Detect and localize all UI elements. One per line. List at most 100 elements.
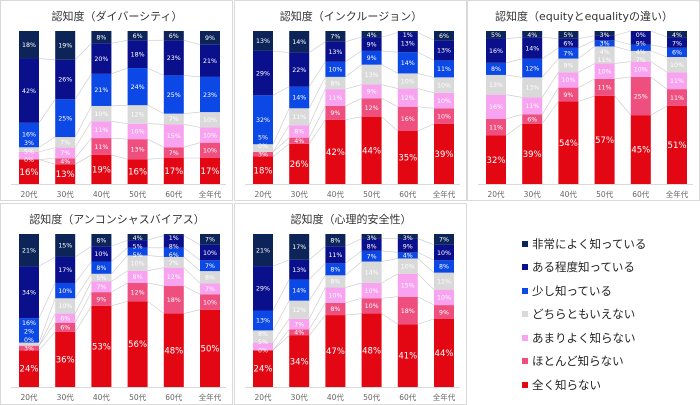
x-tick-label: 全年代 <box>433 392 456 402</box>
connector-line <box>345 313 362 316</box>
data-label: 5% <box>258 339 268 346</box>
data-label: 10% <box>670 62 684 69</box>
data-label: 10% <box>561 77 575 84</box>
bar-segment <box>630 31 651 45</box>
data-label: 6% <box>527 116 537 123</box>
connector-line <box>74 305 92 333</box>
bar-segment <box>19 122 39 148</box>
bar-segment <box>594 46 615 64</box>
data-label: 34% <box>22 289 36 296</box>
bar-segment <box>594 40 615 47</box>
connector-line <box>147 138 164 148</box>
connector-line <box>650 76 668 90</box>
bar-segment <box>594 31 615 36</box>
x-tick-label: 全年代 <box>199 392 222 402</box>
bar-segment <box>522 37 543 59</box>
data-label: 19% <box>58 43 72 50</box>
data-label: 44% <box>435 349 454 359</box>
data-label: 16% <box>401 116 415 123</box>
bar-segment <box>200 31 220 45</box>
bar-segment <box>55 298 76 314</box>
data-label: 45% <box>631 146 650 156</box>
data-label: 6% <box>169 33 179 40</box>
data-label: 17% <box>164 167 183 177</box>
data-label: 7% <box>294 321 304 328</box>
x-tick-label: 40代 <box>560 189 578 199</box>
data-label: 19% <box>92 166 111 176</box>
bar-segment <box>361 313 382 387</box>
data-label: 7% <box>60 150 70 157</box>
data-label: 11% <box>328 252 342 259</box>
data-label: 16% <box>22 320 36 327</box>
bar-segment <box>397 88 418 107</box>
chart-title: 認知度（インクルージョン） <box>280 9 422 23</box>
bar-segment <box>325 315 346 387</box>
data-label: 10% <box>131 260 145 267</box>
data-label: 8% <box>491 66 501 73</box>
bar-segment <box>200 112 220 128</box>
bar-segment <box>361 98 382 117</box>
data-label: 13% <box>525 85 539 92</box>
bar-segment <box>163 286 184 314</box>
x-tick-label: 20代 <box>254 189 272 199</box>
data-label: 5% <box>133 243 143 250</box>
bar-segment <box>667 105 687 184</box>
connector-line <box>614 39 631 46</box>
connector-line <box>272 329 290 351</box>
connector-line <box>272 86 290 96</box>
data-label: 8% <box>294 129 304 136</box>
data-label: 8% <box>96 34 106 41</box>
connector-line <box>308 61 326 87</box>
connector-line <box>74 137 92 159</box>
bar-segment <box>289 137 310 144</box>
x-tick-label: 50代 <box>129 189 147 199</box>
connector-line <box>74 43 92 60</box>
bar-segment <box>361 31 382 38</box>
data-label: 6% <box>60 315 70 322</box>
data-label: 14% <box>292 95 306 102</box>
bar-segment <box>163 247 184 257</box>
bar-segment <box>163 75 184 114</box>
data-label: 10% <box>401 78 415 85</box>
bar-segment <box>253 234 273 267</box>
legend-label: あまりよく知らない <box>532 330 636 345</box>
data-label: 15% <box>401 283 415 290</box>
data-label: 10% <box>365 303 379 310</box>
connector-line <box>541 87 559 115</box>
chart-svg: 認知度（ダイバーシティ）20代 30代 40代 50代 60代 全年代16%0%5%3%1… <box>11 9 226 199</box>
connector-line <box>417 73 435 78</box>
legend-label: 非常によく知っている <box>532 236 647 251</box>
data-label: 32% <box>487 156 506 166</box>
data-label: 39% <box>523 150 542 160</box>
connector-line <box>183 267 201 284</box>
data-label: 4% <box>367 32 377 39</box>
bar-segment <box>55 256 76 283</box>
data-label: 8% <box>439 264 449 271</box>
data-label: 3% <box>258 151 268 158</box>
connector-line <box>614 46 631 52</box>
data-label: 13% <box>256 38 270 45</box>
legend-swatch <box>522 358 528 365</box>
bar-segment <box>361 261 382 283</box>
bar-segment <box>91 43 112 74</box>
bar-segment <box>19 31 39 59</box>
data-label: 1% <box>403 32 413 39</box>
bar-segment <box>163 157 184 184</box>
bar-segment <box>558 58 579 73</box>
bar-segment <box>397 106 418 131</box>
chart-panel-psychological-safety: 認知度（心理的安全性） 20代 30代 40代 50代 60代 全年代 24% 0% 5% 8% 13… <box>234 203 467 405</box>
bar-segment <box>91 281 112 293</box>
connector-line <box>308 302 326 330</box>
bar-segment <box>558 31 579 39</box>
bar-segment <box>667 89 687 106</box>
bar-segment <box>163 235 184 248</box>
connector-line <box>272 50 290 53</box>
data-label: 7% <box>60 140 70 147</box>
x-tick-label: 40代 <box>327 392 345 402</box>
data-label: 0% <box>24 337 34 344</box>
connector-line <box>505 74 523 78</box>
data-label: 44% <box>362 146 381 156</box>
connector-line <box>272 143 290 157</box>
connector-line <box>147 104 164 114</box>
connector-line <box>541 72 559 98</box>
